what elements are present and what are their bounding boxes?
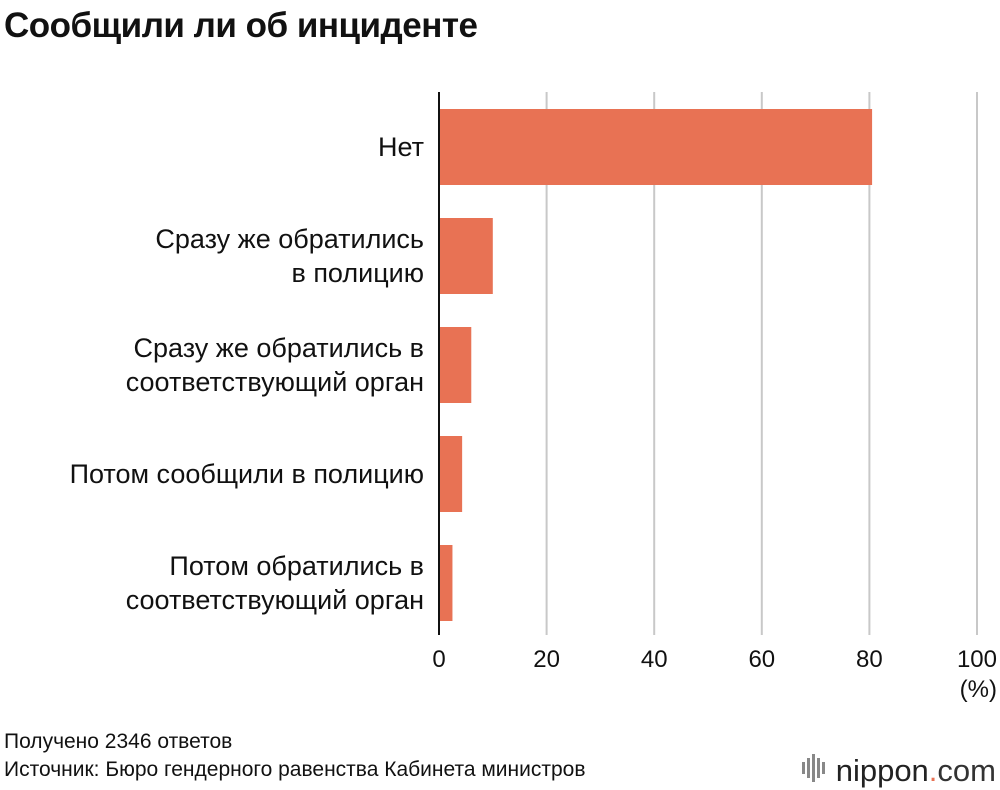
- responses-note: Получено 2346 ответов: [4, 730, 233, 753]
- bar: [439, 109, 873, 185]
- x-tick-label: 20: [533, 646, 560, 673]
- source-note: Источник: Бюро гендерного равенства Каби…: [4, 758, 586, 781]
- x-tick-label: 80: [856, 646, 883, 673]
- logo-bars-icon: [801, 752, 828, 790]
- chart-title: Сообщили ли об инциденте: [4, 6, 478, 45]
- x-tick-label: 40: [641, 646, 668, 673]
- logo-text: nippon: [835, 753, 929, 788]
- logo-suffix: com: [937, 753, 996, 788]
- bar: [439, 436, 463, 512]
- logo-dot: .: [928, 753, 938, 788]
- x-tick-label: 100: [957, 646, 997, 673]
- bar: [439, 327, 472, 403]
- x-tick-label: 60: [748, 646, 775, 673]
- x-unit-label: (%): [960, 676, 997, 703]
- bar-chart: Нет Сразу же обратились в полицию Сразу же …: [70, 92, 997, 703]
- bar: [439, 218, 493, 294]
- bar: [439, 545, 453, 621]
- nippon-logo: nippon. com: [801, 752, 996, 790]
- x-tick-label: 0: [432, 646, 445, 673]
- category-label: Потом сообщили в полицию: [70, 459, 424, 489]
- category-label: Потом обратились в соответствующий орган: [126, 551, 424, 615]
- category-label: Сразу же обратились в полицию: [155, 224, 424, 288]
- category-label: Нет: [378, 132, 424, 162]
- category-label: Сразу же обратились в соответствующий орг…: [126, 333, 424, 397]
